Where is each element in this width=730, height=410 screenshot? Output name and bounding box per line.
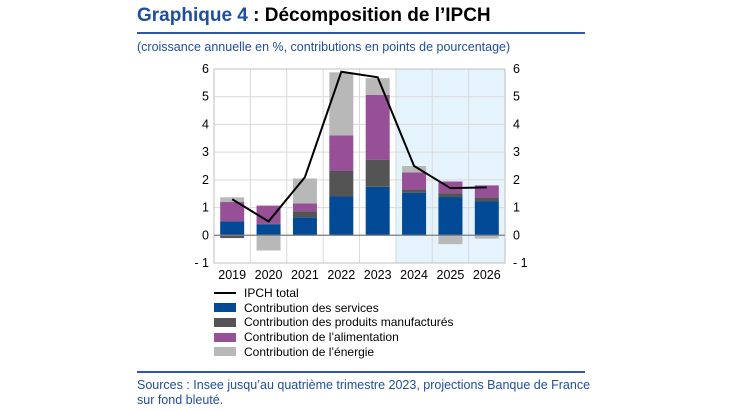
legend-item: Contribution des services [214, 301, 453, 316]
bar-2026-series-3 [474, 235, 499, 239]
chart-subtitle: (croissance annuelle en %, contributions… [137, 40, 511, 54]
x-tick-label: 2021 [291, 268, 319, 282]
y-tick-right: 3 [513, 145, 520, 159]
y-tick-right: 0 [513, 228, 520, 242]
legend-swatch [214, 317, 236, 327]
bar-2023-series-0 [365, 186, 390, 236]
bar-2020-series-3 [256, 235, 281, 251]
bar-2021-series-1 [292, 211, 317, 218]
y-tick-right: - 1 [513, 256, 528, 270]
y-tick-right: 2 [513, 173, 520, 187]
legend-line-swatch [214, 292, 236, 295]
bar-2025-series-0 [438, 197, 463, 236]
x-tick-label: 2019 [218, 268, 246, 282]
bar-2019-series-0 [220, 221, 245, 236]
bar-2019-series-2 [220, 202, 245, 222]
legend-item: IPCH total [214, 286, 453, 301]
x-tick-label: 2023 [364, 268, 392, 282]
bar-2024-series-1 [402, 189, 427, 193]
y-tick-left: 5 [202, 90, 209, 104]
legend-swatch [214, 347, 236, 357]
y-tick-left: 1 [202, 201, 209, 215]
y-tick-left: 0 [202, 228, 209, 242]
legend-item: Contribution de l’alimentation [214, 330, 453, 345]
bar-2020-series-2 [256, 205, 281, 224]
bar-2021-series-0 [292, 217, 317, 236]
legend-label: Contribution de l’alimentation [244, 330, 399, 345]
legend-label: Contribution des services [244, 300, 379, 315]
title-number: Graphique 4 [137, 5, 248, 26]
chart-title: Graphique 4 : Décomposition de l’IPCH [137, 5, 491, 27]
sources-rule [137, 371, 585, 373]
bar-2024-series-0 [402, 192, 427, 236]
ipch-total-line [231, 70, 487, 223]
legend-item: Contribution de l’énergie [214, 344, 453, 359]
bar-2020-series-1 [256, 223, 281, 225]
y-tick-left: 6 [202, 62, 209, 76]
bar-2023-series-2 [365, 94, 390, 160]
bar-2026-series-0 [474, 201, 499, 236]
y-tick-left: 2 [202, 173, 209, 187]
legend-item: Contribution des produits manufacturés [214, 315, 453, 330]
sources-note: Sources : Insee jusqu’au quatrième trime… [137, 378, 591, 407]
y-tick-right: 5 [513, 90, 520, 104]
legend-label: Contribution de l’énergie [244, 344, 375, 359]
bar-2020-series-0 [256, 224, 281, 236]
bar-2022-series-0 [329, 196, 354, 236]
bar-2019-series-1 [220, 235, 245, 239]
plot-frame [213, 68, 506, 264]
title-rule [137, 32, 585, 34]
bar-2026-series-2 [474, 185, 499, 198]
legend: IPCH total Contribution des services Contr… [214, 286, 453, 359]
bar-2025-series-3 [438, 235, 463, 245]
x-tick-label: 2022 [327, 268, 355, 282]
bar-2022-series-1 [329, 170, 354, 197]
y-tick-right: 4 [513, 117, 520, 131]
y-tick-left: 4 [202, 117, 209, 131]
legend-label: IPCH total [244, 286, 299, 301]
bar-2023-series-1 [365, 159, 390, 187]
bar-2022-series-2 [329, 135, 354, 171]
legend-label: Contribution des produits manufacturés [244, 315, 454, 330]
bar-2021-series-3 [292, 178, 317, 204]
bar-2023-series-3 [365, 78, 390, 95]
bar-2026-series-1 [474, 197, 499, 202]
y-tick-right: 1 [513, 201, 520, 215]
bar-2024-series-2 [402, 172, 427, 190]
legend-swatch [214, 332, 236, 342]
x-tick-label: 2025 [437, 268, 465, 282]
y-tick-right: 6 [513, 62, 520, 76]
bar-2025-series-1 [438, 193, 463, 198]
x-tick-label: 2026 [473, 268, 501, 282]
bar-2024-series-3 [402, 166, 427, 173]
y-tick-left: 3 [202, 145, 209, 159]
x-tick-label: 2024 [400, 268, 428, 282]
bar-2022-series-3 [329, 72, 354, 136]
x-tick-label: 2020 [255, 268, 283, 282]
legend-swatch [214, 303, 236, 313]
title-text: : Décomposition de l’IPCH [247, 5, 491, 26]
y-tick-left: - 1 [194, 256, 209, 270]
bar-2021-series-2 [292, 203, 317, 212]
